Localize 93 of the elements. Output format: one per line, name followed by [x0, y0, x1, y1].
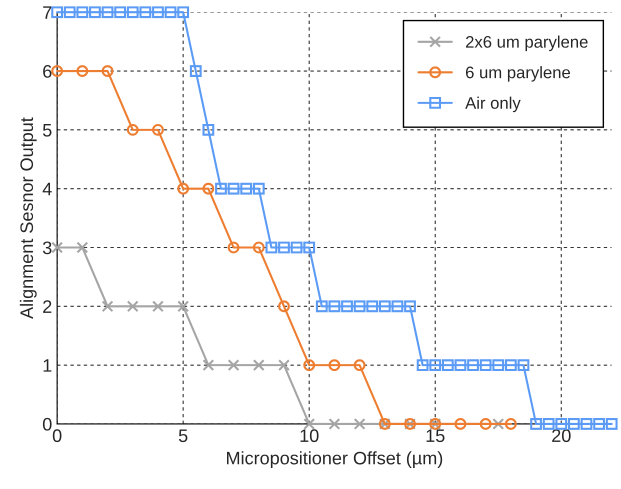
point [480, 418, 492, 430]
point [102, 65, 114, 77]
point [177, 182, 190, 195]
y-tick-label: 4 [42, 182, 52, 196]
point [228, 359, 240, 372]
point [555, 418, 568, 430]
point [152, 6, 164, 18]
point [202, 124, 214, 136]
point [190, 65, 202, 77]
point [518, 359, 530, 372]
legend-label: 6 um parylene [466, 66, 570, 82]
point [593, 418, 605, 430]
point [416, 359, 429, 372]
point [328, 300, 340, 312]
point [252, 242, 265, 254]
point [252, 359, 265, 372]
point [328, 359, 340, 372]
x-tick-label: 10 [300, 429, 319, 442]
y-tick-label: 7 [43, 6, 52, 19]
point [252, 182, 265, 195]
point [89, 6, 101, 18]
point [303, 359, 316, 372]
point [303, 242, 316, 254]
point [316, 300, 328, 312]
point [504, 418, 517, 430]
point [442, 359, 454, 372]
point [164, 6, 176, 18]
point [278, 300, 290, 312]
point [492, 359, 504, 372]
y-tick-label: 6 [43, 64, 52, 78]
point [480, 359, 492, 372]
x-tick-label: 0 [52, 429, 62, 442]
point [102, 6, 114, 18]
point [278, 242, 290, 254]
point [240, 182, 252, 195]
point [404, 300, 416, 312]
point [354, 359, 366, 372]
point [177, 300, 190, 312]
point [64, 6, 76, 18]
y-tick-label: 3 [42, 241, 52, 254]
point [76, 6, 88, 18]
point [454, 418, 466, 430]
point [51, 6, 64, 18]
point [392, 300, 404, 312]
point [76, 65, 88, 77]
point [341, 300, 353, 312]
point [114, 6, 126, 18]
point [290, 242, 303, 254]
x-axis-title: Micropositioner Offset (µm) [227, 451, 442, 468]
point [467, 359, 479, 372]
point [126, 6, 139, 18]
point [202, 182, 214, 195]
point [328, 418, 340, 430]
point [429, 359, 442, 372]
point [504, 359, 517, 372]
point [530, 418, 542, 430]
point [454, 359, 466, 372]
point [580, 418, 592, 430]
point [202, 359, 214, 372]
point [228, 182, 240, 195]
point [139, 6, 152, 18]
point [126, 300, 139, 312]
point [228, 242, 240, 254]
point [278, 359, 290, 372]
point [366, 300, 378, 312]
point [76, 242, 88, 254]
point [378, 300, 391, 312]
point [568, 418, 580, 430]
point [606, 418, 618, 430]
point [303, 418, 316, 430]
point [265, 242, 278, 254]
legend-label: 2x6 um parylene [466, 36, 588, 52]
point [51, 242, 64, 254]
point [492, 418, 504, 430]
point [354, 418, 366, 430]
point [152, 124, 164, 136]
y-tick-label: 1 [44, 359, 52, 372]
point [215, 182, 227, 195]
point [51, 65, 64, 77]
point [152, 300, 164, 312]
x-tick-label: 15 [426, 429, 445, 442]
legend-label: Air only [465, 96, 521, 112]
point [102, 300, 114, 312]
point [126, 124, 139, 136]
y-tick-label: 0 [42, 418, 52, 431]
point [354, 300, 366, 312]
point [177, 6, 190, 18]
y-axis-title: Alignment Sesnor Output [20, 117, 37, 319]
x-tick-label: 20 [552, 429, 571, 442]
point [542, 418, 555, 430]
x-tick-label: 5 [178, 429, 188, 442]
y-tick-label: 5 [42, 124, 52, 137]
y-tick-label: 2 [43, 300, 52, 313]
